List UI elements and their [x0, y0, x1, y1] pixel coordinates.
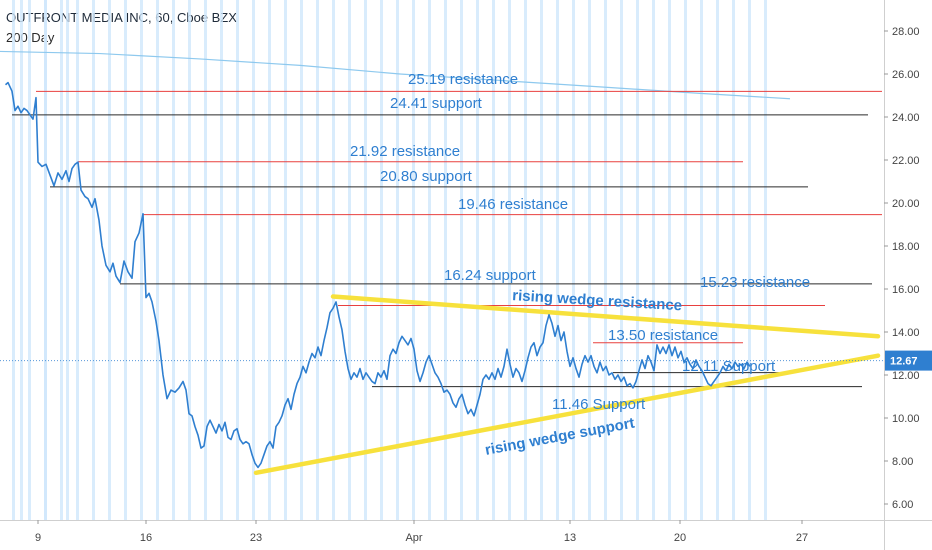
- level-label: 25.19 resistance: [408, 71, 518, 88]
- session-band: [140, 0, 143, 520]
- session-band: [332, 0, 335, 520]
- x-tick-label: 27: [796, 532, 808, 544]
- x-tick-label: 20: [674, 532, 686, 544]
- x-tick-label: 13: [564, 532, 576, 544]
- session-band: [492, 0, 495, 520]
- chart-title: OUTFRONT MEDIA INC, 60, Cboe BZX: [6, 10, 237, 25]
- wedge-resistance-line: [330, 294, 881, 339]
- session-band: [316, 0, 319, 520]
- session-band: [396, 0, 399, 520]
- y-tick-label: 16.00: [892, 284, 920, 296]
- level-label: 20.80 support: [380, 168, 473, 185]
- y-tick-label: 26.00: [892, 69, 920, 81]
- y-tick-label: 18.00: [892, 241, 920, 253]
- session-band: [12, 0, 15, 520]
- session-band: [668, 0, 671, 520]
- price-layer: [0, 81, 884, 469]
- level-label: 24.41 support: [390, 95, 483, 112]
- session-band: [652, 0, 655, 520]
- session-band: [188, 0, 191, 520]
- session-band: [700, 0, 703, 520]
- y-tick-label: 12.00: [892, 370, 920, 382]
- session-band: [156, 0, 159, 520]
- wedge-support-line: [253, 353, 881, 476]
- session-band: [66, 0, 69, 520]
- session-band: [636, 0, 639, 520]
- session-band: [556, 0, 559, 520]
- session-band: [732, 0, 735, 520]
- session-band: [20, 0, 23, 520]
- session-band: [460, 0, 463, 520]
- y-tick-label: 28.00: [892, 26, 920, 38]
- session-band: [604, 0, 607, 520]
- session-band: [300, 0, 303, 520]
- session-band: [108, 0, 111, 520]
- session-band: [748, 0, 751, 520]
- session-band: [364, 0, 367, 520]
- level-label: 12.11 Support: [682, 358, 776, 375]
- levels-layer: [12, 90, 882, 388]
- session-band: [92, 0, 95, 520]
- session-band: [588, 0, 591, 520]
- level-label: 13.50 resistance: [608, 327, 718, 344]
- session-band: [716, 0, 719, 520]
- y-tick-label: 24.00: [892, 112, 920, 124]
- session-band: [508, 0, 511, 520]
- last-price-tag: [885, 350, 932, 371]
- session-band: [444, 0, 447, 520]
- session-band: [380, 0, 383, 520]
- wedge-support-label: rising wedge support: [484, 415, 636, 459]
- level-labels-layer: 25.19 resistance 24.41 support 21.92 resis…: [350, 71, 810, 459]
- wedge-layer: [253, 294, 881, 476]
- session-band: [44, 0, 47, 520]
- session-band: [540, 0, 543, 520]
- session-bands: [12, 0, 767, 520]
- level-label: 16.24 support: [444, 267, 537, 284]
- level-label: 15.23 resistance: [700, 274, 810, 291]
- session-band: [236, 0, 239, 520]
- session-band: [76, 0, 79, 520]
- session-band: [204, 0, 207, 520]
- y-tick-label: 14.00: [892, 327, 920, 339]
- session-band: [220, 0, 223, 520]
- y-tick-label: 6.00: [892, 499, 913, 511]
- x-tick-label: 9: [35, 532, 41, 544]
- session-band: [412, 0, 415, 520]
- session-band: [684, 0, 687, 520]
- session-band: [428, 0, 431, 520]
- price-line: [4, 81, 751, 469]
- session-band: [124, 0, 127, 520]
- level-label: 11.46 Support: [552, 396, 646, 413]
- session-band: [348, 0, 351, 520]
- last-price-label: 12.67: [890, 356, 918, 368]
- session-band: [252, 0, 255, 520]
- session-band: [524, 0, 527, 520]
- level-label: 21.92 resistance: [350, 143, 460, 160]
- y-tick-label: 8.00: [892, 456, 913, 468]
- y-tick-label: 22.00: [892, 155, 920, 167]
- session-band: [268, 0, 271, 520]
- session-band: [60, 0, 63, 520]
- session-band: [620, 0, 623, 520]
- session-band: [172, 0, 175, 520]
- session-band: [764, 0, 767, 520]
- session-band: [572, 0, 575, 520]
- session-band: [28, 0, 31, 520]
- y-tick-label: 20.00: [892, 198, 920, 210]
- session-band: [284, 0, 287, 520]
- session-band: [476, 0, 479, 520]
- x-tick-label: 23: [250, 532, 262, 544]
- x-tick-label: 16: [140, 532, 152, 544]
- x-tick-label: Apr: [405, 532, 422, 544]
- level-label: 19.46 resistance: [458, 196, 568, 213]
- y-tick-label: 10.00: [892, 413, 920, 425]
